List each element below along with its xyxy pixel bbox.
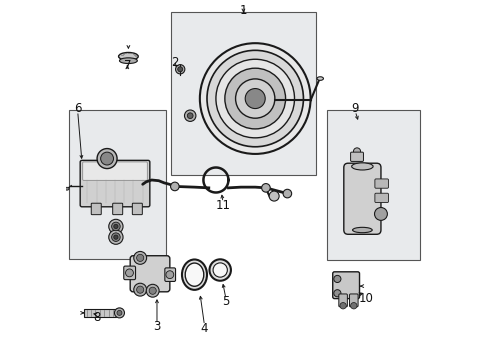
Text: 2: 2	[171, 55, 178, 69]
Circle shape	[114, 308, 124, 318]
Text: 1: 1	[239, 4, 246, 17]
Circle shape	[114, 235, 118, 239]
Circle shape	[175, 64, 184, 74]
Circle shape	[117, 310, 122, 315]
Ellipse shape	[185, 263, 203, 286]
Circle shape	[108, 219, 123, 234]
FancyBboxPatch shape	[350, 152, 363, 161]
Ellipse shape	[119, 58, 137, 64]
FancyBboxPatch shape	[349, 294, 357, 307]
Text: 9: 9	[351, 102, 358, 115]
FancyBboxPatch shape	[132, 203, 142, 215]
Text: 4: 4	[201, 322, 208, 335]
Ellipse shape	[351, 163, 372, 170]
Circle shape	[216, 59, 294, 138]
FancyBboxPatch shape	[91, 203, 101, 215]
FancyBboxPatch shape	[123, 266, 135, 280]
Circle shape	[339, 302, 346, 309]
Circle shape	[149, 287, 156, 294]
FancyBboxPatch shape	[343, 163, 380, 234]
Circle shape	[114, 224, 118, 229]
Circle shape	[165, 271, 173, 279]
Circle shape	[374, 207, 386, 220]
Bar	[83, 309, 116, 317]
Circle shape	[244, 89, 264, 109]
FancyBboxPatch shape	[338, 294, 346, 307]
Circle shape	[206, 50, 303, 147]
FancyBboxPatch shape	[164, 268, 175, 282]
Circle shape	[136, 254, 143, 261]
Circle shape	[170, 182, 179, 191]
FancyBboxPatch shape	[112, 203, 122, 215]
Circle shape	[108, 230, 123, 244]
Circle shape	[146, 284, 159, 297]
Ellipse shape	[352, 227, 371, 233]
Bar	[326, 111, 419, 260]
Circle shape	[235, 79, 274, 118]
Circle shape	[200, 43, 310, 154]
Text: 3: 3	[153, 320, 161, 333]
Ellipse shape	[316, 77, 323, 80]
FancyBboxPatch shape	[374, 193, 387, 203]
Circle shape	[261, 184, 270, 192]
Circle shape	[101, 152, 113, 165]
FancyBboxPatch shape	[374, 179, 387, 188]
FancyBboxPatch shape	[80, 160, 149, 207]
Text: 6: 6	[74, 102, 81, 115]
Ellipse shape	[65, 187, 69, 190]
Circle shape	[333, 290, 340, 297]
Circle shape	[184, 110, 196, 121]
FancyBboxPatch shape	[82, 162, 147, 180]
Circle shape	[268, 191, 279, 201]
Circle shape	[209, 259, 230, 281]
Circle shape	[134, 251, 146, 264]
Circle shape	[187, 113, 193, 118]
FancyBboxPatch shape	[332, 272, 359, 298]
Circle shape	[177, 67, 183, 72]
Circle shape	[136, 286, 143, 293]
Circle shape	[134, 283, 146, 296]
Bar	[171, 12, 315, 175]
Circle shape	[353, 148, 360, 155]
Circle shape	[111, 222, 120, 231]
Bar	[69, 111, 165, 258]
Text: 5: 5	[222, 295, 229, 308]
Text: 7: 7	[123, 59, 131, 72]
Text: 10: 10	[358, 292, 373, 305]
Circle shape	[111, 233, 120, 242]
Ellipse shape	[118, 53, 138, 60]
Circle shape	[213, 263, 227, 277]
Circle shape	[125, 269, 133, 277]
Text: 11: 11	[215, 198, 230, 212]
Circle shape	[224, 68, 285, 129]
Text: 8: 8	[93, 311, 101, 324]
Circle shape	[283, 189, 291, 198]
Circle shape	[333, 275, 340, 283]
Ellipse shape	[182, 260, 206, 290]
FancyBboxPatch shape	[130, 256, 169, 292]
Circle shape	[97, 149, 117, 168]
Circle shape	[350, 302, 356, 309]
